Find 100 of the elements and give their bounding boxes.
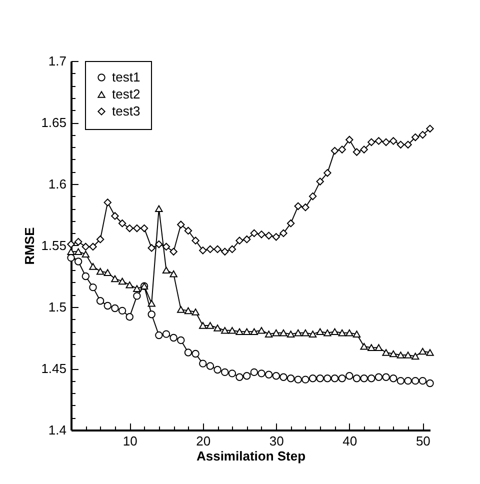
point xyxy=(206,245,214,254)
x-tick-label: 40 xyxy=(342,434,358,448)
point xyxy=(272,329,280,336)
point xyxy=(316,374,324,382)
point xyxy=(272,233,280,241)
point xyxy=(126,312,134,321)
point xyxy=(155,240,163,248)
point xyxy=(346,329,354,336)
point xyxy=(242,235,251,244)
point xyxy=(396,376,405,385)
point xyxy=(360,342,368,350)
point xyxy=(280,373,288,381)
point xyxy=(111,275,119,282)
point xyxy=(280,329,288,336)
point xyxy=(170,334,178,342)
y-tick-label: 1.6 xyxy=(48,176,66,192)
point xyxy=(286,220,295,228)
point xyxy=(302,376,310,384)
point xyxy=(96,268,104,275)
point xyxy=(396,140,405,148)
point xyxy=(294,376,302,384)
point xyxy=(96,297,104,305)
point xyxy=(118,220,126,228)
point xyxy=(294,202,302,210)
point xyxy=(236,236,244,244)
y-axis-title: RMSE xyxy=(22,226,38,265)
point xyxy=(390,374,398,382)
x-tick-label: 10 xyxy=(122,434,138,448)
point xyxy=(133,224,141,232)
y-tick-label: 1.45 xyxy=(41,361,66,376)
point xyxy=(104,269,112,276)
point xyxy=(324,169,332,177)
point xyxy=(199,322,207,329)
point xyxy=(221,368,229,376)
point xyxy=(67,240,75,248)
point xyxy=(338,374,346,382)
point xyxy=(89,283,97,292)
point xyxy=(133,285,141,292)
point xyxy=(324,374,332,382)
point xyxy=(374,137,383,145)
point xyxy=(236,328,244,336)
point xyxy=(308,374,317,382)
point xyxy=(170,270,178,278)
point xyxy=(352,374,361,382)
x-tick-label: 50 xyxy=(416,434,430,448)
point xyxy=(111,212,119,220)
point xyxy=(368,344,376,351)
point xyxy=(330,146,339,155)
point xyxy=(338,146,346,154)
point xyxy=(206,362,214,370)
point xyxy=(382,373,390,381)
point xyxy=(338,329,346,336)
point xyxy=(148,310,156,318)
point xyxy=(250,368,258,376)
point xyxy=(368,374,376,382)
point xyxy=(382,138,390,146)
point xyxy=(360,374,368,382)
point xyxy=(177,220,185,228)
point xyxy=(352,330,361,338)
point xyxy=(302,329,310,336)
point xyxy=(192,350,200,358)
point xyxy=(162,242,170,251)
point xyxy=(382,349,390,356)
point xyxy=(148,300,156,307)
point xyxy=(374,373,383,381)
point xyxy=(228,245,236,254)
point xyxy=(74,238,82,246)
point xyxy=(316,178,324,186)
point xyxy=(411,133,420,142)
point xyxy=(426,349,434,356)
legend-label: test3 xyxy=(112,104,140,118)
point xyxy=(308,192,317,200)
y-tick-label: 1.7 xyxy=(48,54,66,68)
point xyxy=(404,352,412,358)
point xyxy=(214,324,222,332)
point xyxy=(74,258,82,266)
point xyxy=(390,137,398,145)
point xyxy=(330,374,339,382)
point xyxy=(155,331,163,340)
point xyxy=(360,146,368,154)
point xyxy=(96,235,104,244)
point xyxy=(236,373,244,381)
point xyxy=(264,370,273,378)
point xyxy=(140,224,148,232)
point xyxy=(308,330,317,338)
point xyxy=(250,328,258,336)
point xyxy=(221,326,229,334)
point xyxy=(418,348,427,355)
point xyxy=(184,307,192,314)
point xyxy=(206,322,214,329)
point xyxy=(133,292,141,300)
point xyxy=(396,352,405,358)
point xyxy=(162,266,170,274)
point xyxy=(258,230,266,238)
point xyxy=(228,326,236,334)
legend-label: test2 xyxy=(112,86,140,102)
point xyxy=(82,250,90,258)
point xyxy=(264,232,273,240)
point xyxy=(426,379,434,388)
point xyxy=(104,302,112,310)
